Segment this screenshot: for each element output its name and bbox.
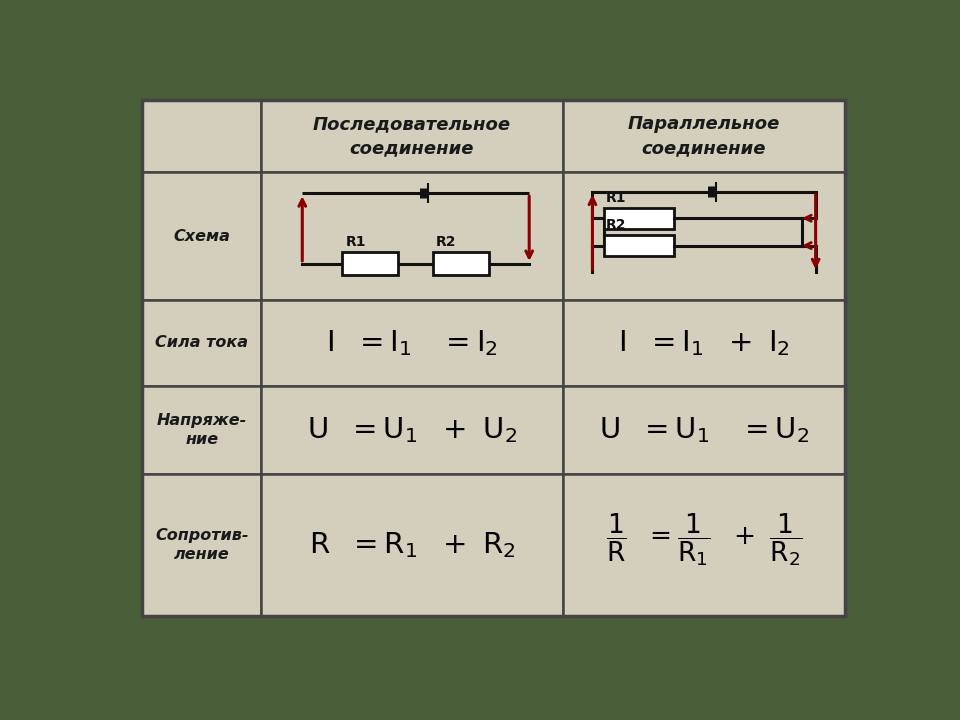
Bar bbox=[433, 252, 489, 276]
Bar bbox=[261, 474, 563, 616]
Bar bbox=[261, 172, 563, 300]
Bar bbox=[563, 100, 846, 172]
Bar bbox=[563, 386, 846, 474]
Text: Напряже-
ние: Напряже- ние bbox=[156, 413, 247, 447]
Text: Схема: Схема bbox=[174, 228, 230, 243]
Text: $\rm U\ \ =U_1\ \ +\ U_2$: $\rm U\ \ =U_1\ \ +\ U_2$ bbox=[307, 415, 517, 445]
Bar bbox=[142, 474, 261, 616]
Text: R1: R1 bbox=[346, 235, 366, 249]
Bar bbox=[142, 386, 261, 474]
Bar bbox=[261, 100, 563, 172]
Bar bbox=[563, 172, 846, 300]
Text: R2: R2 bbox=[436, 235, 457, 249]
Text: $\rm I\ \ =I_1\ \ \ =I_2$: $\rm I\ \ =I_1\ \ \ =I_2$ bbox=[326, 328, 498, 358]
Text: Последовательное
соединение: Последовательное соединение bbox=[313, 115, 511, 157]
Text: R1: R1 bbox=[606, 191, 626, 205]
Bar bbox=[343, 252, 398, 276]
Bar bbox=[604, 208, 674, 229]
Text: $\rm U\ \ =U_1\ \ \ =U_2$: $\rm U\ \ =U_1\ \ \ =U_2$ bbox=[599, 415, 809, 445]
Text: Параллельное
соединение: Параллельное соединение bbox=[628, 115, 780, 157]
Bar bbox=[261, 300, 563, 386]
Bar bbox=[563, 300, 846, 386]
Bar bbox=[142, 300, 261, 386]
Text: Сила тока: Сила тока bbox=[156, 336, 249, 351]
Bar bbox=[142, 172, 261, 300]
Text: R2: R2 bbox=[606, 218, 626, 233]
Text: Сопротив-
ление: Сопротив- ление bbox=[156, 528, 249, 562]
Text: $\rm I\ \ =I_1\ \ +\ I_2$: $\rm I\ \ =I_1\ \ +\ I_2$ bbox=[618, 328, 790, 358]
Bar bbox=[261, 386, 563, 474]
Text: $\rm \dfrac{1}{R}\ \ =\dfrac{1}{R_1}\ \ +\ \dfrac{1}{R_2}$: $\rm \dfrac{1}{R}\ \ =\dfrac{1}{R_1}\ \ … bbox=[606, 511, 803, 568]
Bar bbox=[142, 100, 261, 172]
Text: $\rm R\ \ =R_1\ \ +\ R_2$: $\rm R\ \ =R_1\ \ +\ R_2$ bbox=[309, 530, 516, 560]
Bar bbox=[604, 235, 674, 256]
Bar bbox=[563, 474, 846, 616]
